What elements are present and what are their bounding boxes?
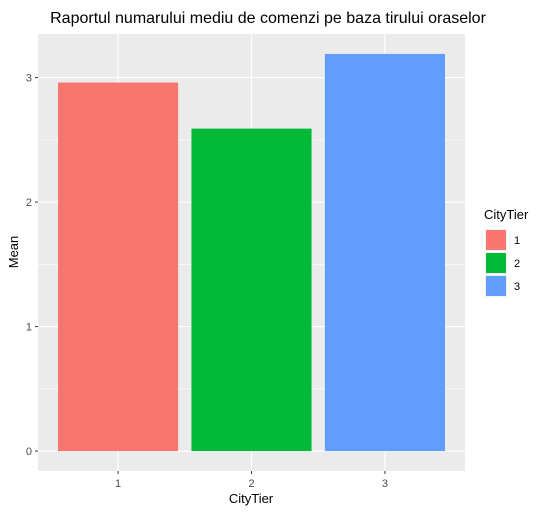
y-tick-label: 0	[26, 446, 32, 458]
chart-title: Raportul numarului mediu de comenzi pe b…	[50, 10, 486, 27]
x-axis-title: CityTier	[229, 491, 274, 506]
y-tick-label: 3	[26, 73, 32, 85]
y-axis-ticks: 0 1 2 3	[26, 73, 38, 458]
x-tick-label: 2	[248, 478, 254, 490]
y-axis-title: Mean	[6, 236, 21, 269]
y-tick-label: 2	[26, 197, 32, 209]
legend-swatch-3	[486, 276, 506, 296]
y-tick-label: 1	[26, 322, 32, 334]
legend-label: 1	[514, 235, 520, 247]
x-tick-label: 3	[382, 478, 388, 490]
legend: CityTier 1 2 3	[484, 207, 529, 297]
bars	[58, 53, 445, 452]
legend-label: 3	[514, 281, 520, 293]
legend-swatch-1	[486, 230, 506, 250]
legend-label: 2	[514, 258, 520, 270]
bar-tier-2	[191, 128, 312, 452]
legend-title: CityTier	[484, 207, 529, 222]
bar-tier-1	[58, 82, 179, 452]
x-axis-ticks: 1 2 3	[115, 471, 388, 490]
legend-swatch-2	[486, 253, 506, 273]
bar-tier-3	[324, 53, 445, 452]
x-tick-label: 1	[115, 478, 121, 490]
